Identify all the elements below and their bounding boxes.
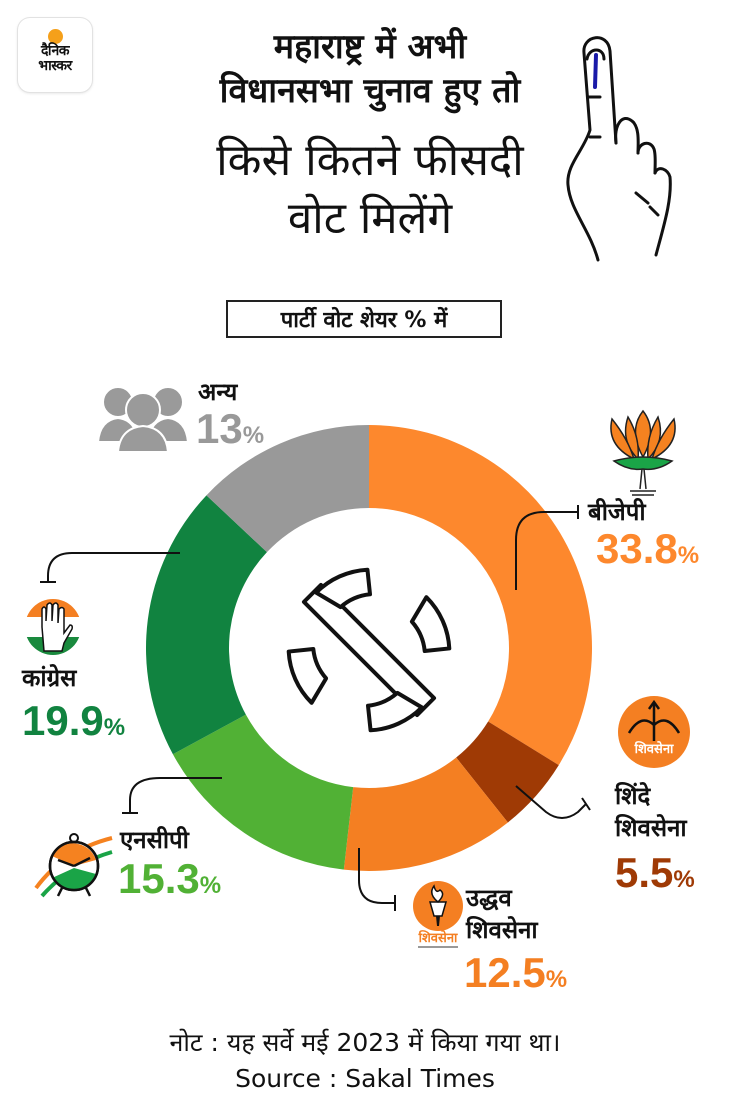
election-commission-emblem-icon [286, 567, 452, 733]
label-shinde-name-2: शिवसेना [615, 814, 687, 842]
bow-arrow-icon: शिवसेना [618, 696, 690, 768]
people-icon [96, 386, 190, 452]
dainik-bhaskar-logo: दैनिक भास्कर [18, 18, 92, 92]
label-bjp-name: बीजेपी [588, 498, 646, 526]
footer-source: Source : Sakal Times [235, 1064, 495, 1093]
logo-line-1: दैनिक [40, 43, 70, 59]
label-uddhav-name-2: शिवसेना [466, 916, 538, 944]
label-uddhav-name-1: उद्धव [466, 884, 512, 912]
label-other-value: 13% [196, 405, 265, 452]
title-line-2: विधानसभा चुनाव हुए तो [219, 71, 521, 111]
lotus-icon [610, 409, 676, 496]
label-bjp-value: 33.8% [596, 525, 700, 572]
title-line-4: वोट मिलेंगे [287, 193, 453, 244]
leader-line-bjp [515, 511, 578, 590]
hand-icon [25, 599, 81, 655]
footer-note: नोट : यह सर्वे मई 2023 में किया गया था। [169, 1028, 561, 1057]
shivsena-logo-text: शिवसेना [634, 741, 674, 757]
donut-segment-ncp [172, 714, 354, 870]
title-line-3: किसे कितने फीसदी [216, 135, 524, 186]
donut-segment-congress [145, 495, 267, 755]
clock-icon [34, 833, 113, 898]
title-line-1: महाराष्ट्र में अभी [273, 27, 467, 67]
leader-line-congress [47, 552, 180, 582]
label-congress-value: 19.9% [22, 697, 126, 744]
donut-segment-other [206, 425, 369, 553]
uddhav-logo-text: शिवसेना [418, 930, 458, 946]
label-ncp-name: एनसीपी [120, 826, 189, 854]
inked-finger-icon [566, 36, 672, 262]
torch-icon: शिवसेना [413, 881, 463, 948]
sun-logo-icon [47, 29, 63, 44]
logo-line-2: भास्कर [38, 58, 72, 74]
leader-line-uddhav [358, 848, 395, 904]
leader-line-ncp [129, 777, 222, 813]
donut-segment-shinde [456, 721, 559, 823]
label-ncp-value: 15.3% [118, 855, 222, 902]
donut-segment-bjp [369, 425, 592, 766]
leader-line-shinde [515, 785, 587, 819]
label-shinde-value: 5.5% [615, 849, 695, 896]
label-congress-name: कांग्रेस [22, 664, 77, 692]
label-shinde-name-1: शिंदे [615, 782, 651, 810]
label-other-name: अन्य [198, 378, 238, 406]
chart-subtitle: पार्टी वोट शेयर % में [226, 300, 502, 338]
label-uddhav-value: 12.5% [464, 949, 568, 996]
donut-segment-uddhav [343, 757, 508, 871]
